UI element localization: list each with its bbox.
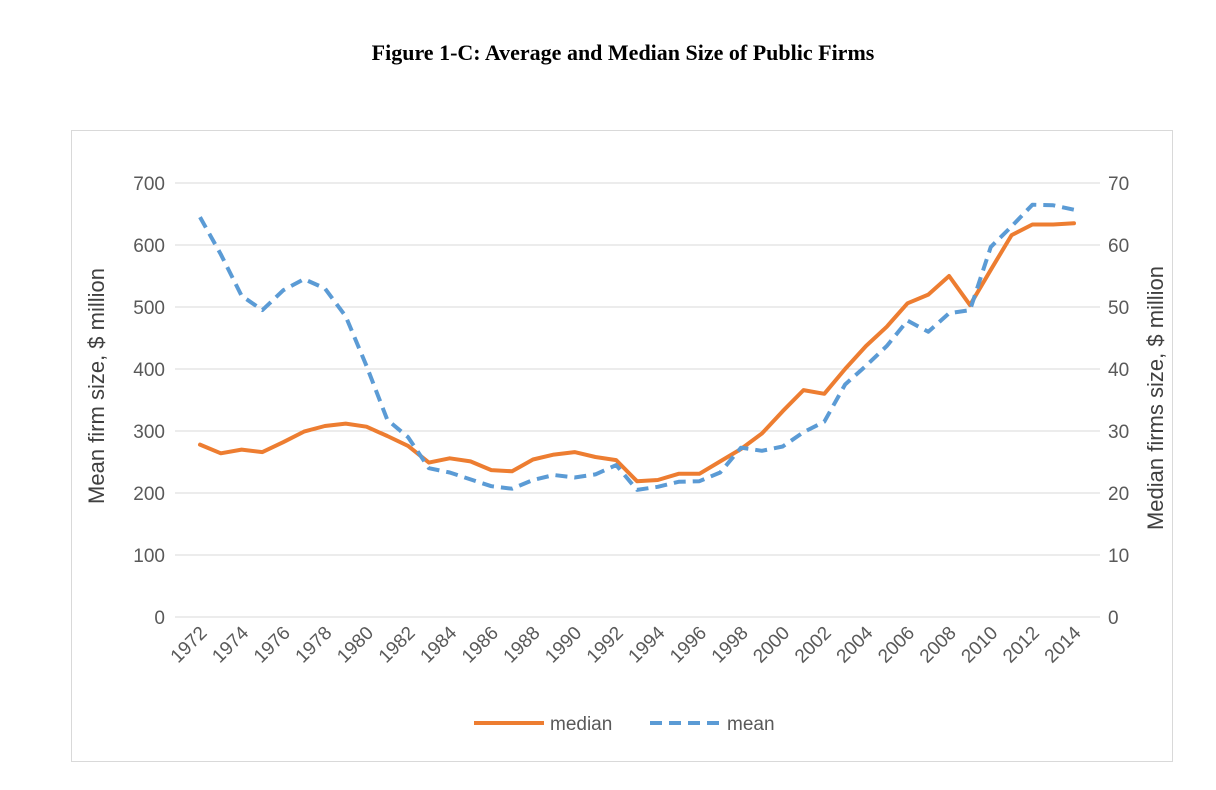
y-left-tick-label: 0 xyxy=(154,608,165,629)
series-line-mean xyxy=(198,202,1075,492)
x-tick-label: 1980 xyxy=(333,623,378,668)
x-tick-label: 1998 xyxy=(708,623,753,668)
x-tick-label: 2004 xyxy=(833,622,878,667)
y-left-tick-label: 100 xyxy=(133,546,165,567)
x-tick-label: 2008 xyxy=(916,623,961,668)
x-tick-label: 2014 xyxy=(1041,622,1086,667)
y-right-tick-label: 0 xyxy=(1108,608,1119,629)
x-tick-label: 1996 xyxy=(666,623,711,668)
series-line-median xyxy=(198,221,1076,484)
y-left-tick-label: 700 xyxy=(133,174,165,195)
x-axis-ticks: 1972197419761978198019821984198619881990… xyxy=(167,622,1086,667)
x-tick-label: 1976 xyxy=(250,623,295,668)
chart-frame xyxy=(71,130,1173,762)
x-tick-label: 1992 xyxy=(583,623,628,668)
x-tick-label: 1990 xyxy=(541,623,586,668)
y-axis-right-ticks: 0 10 20 30 40 50 60 70 xyxy=(1108,174,1129,629)
y-axis-right-title: Median firms size, $ million xyxy=(1143,266,1168,530)
x-tick-label: 2012 xyxy=(999,623,1044,668)
gridlines xyxy=(175,182,1100,618)
y-axis-left-title: Mean firm size, $ million xyxy=(84,268,109,504)
legend-mean-label: mean xyxy=(727,714,775,735)
y-left-tick-label: 600 xyxy=(133,236,165,257)
x-tick-label: 1982 xyxy=(375,623,420,668)
y-right-tick-label: 10 xyxy=(1108,546,1129,567)
series-lines xyxy=(198,202,1076,492)
legend-median-label: median xyxy=(550,714,612,735)
x-tick-label: 2000 xyxy=(749,623,794,668)
x-tick-label: 1978 xyxy=(292,623,337,668)
y-right-tick-label: 40 xyxy=(1108,360,1129,381)
y-axis-left-ticks: 0 100 200 300 400 500 600 700 xyxy=(133,174,165,629)
y-left-tick-label: 200 xyxy=(133,484,165,505)
legend: median mean xyxy=(474,714,775,735)
y-left-tick-label: 500 xyxy=(133,298,165,319)
x-tick-label: 2002 xyxy=(791,623,836,668)
x-tick-label: 1972 xyxy=(167,623,212,668)
y-right-tick-label: 20 xyxy=(1108,484,1129,505)
figure-title: Figure 1-C: Average and Median Size of P… xyxy=(371,40,875,65)
x-tick-label: 1994 xyxy=(625,622,670,667)
y-right-tick-label: 70 xyxy=(1108,174,1129,195)
x-tick-label: 2010 xyxy=(958,623,1003,668)
x-tick-label: 1988 xyxy=(500,623,545,668)
y-right-tick-label: 60 xyxy=(1108,236,1129,257)
x-tick-label: 1974 xyxy=(208,622,253,667)
y-left-tick-label: 300 xyxy=(133,422,165,443)
x-tick-label: 2006 xyxy=(874,623,919,668)
y-right-tick-label: 50 xyxy=(1108,298,1129,319)
y-left-tick-label: 400 xyxy=(133,360,165,381)
x-tick-label: 1984 xyxy=(417,622,462,667)
x-tick-label: 1986 xyxy=(458,623,503,668)
y-right-tick-label: 30 xyxy=(1108,422,1129,443)
